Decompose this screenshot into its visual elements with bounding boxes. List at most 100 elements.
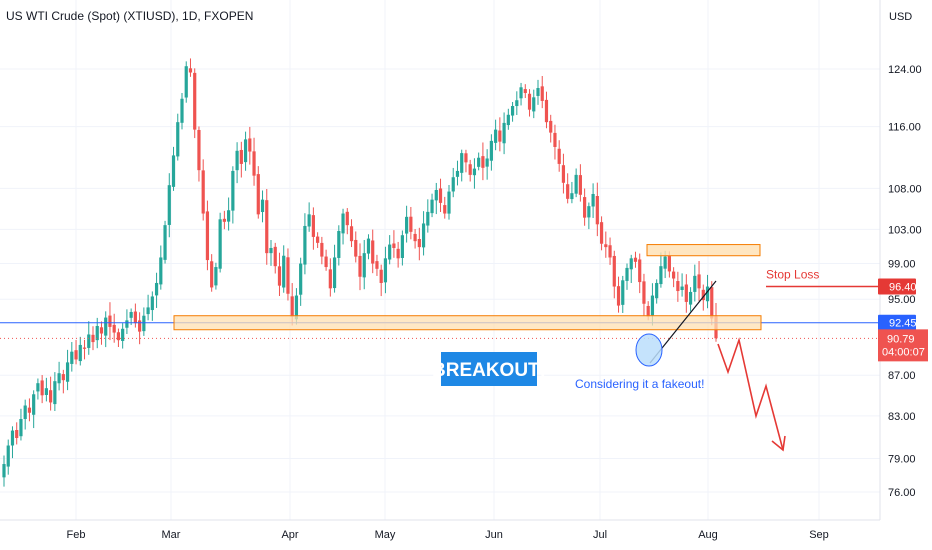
candle-body	[27, 407, 32, 413]
candle-body	[252, 151, 256, 176]
candle-body	[201, 170, 205, 214]
candle-body	[36, 383, 40, 392]
candle-body	[430, 199, 434, 214]
candle-body	[311, 215, 315, 237]
y-tick-label: 99.00	[888, 259, 916, 271]
candle-body	[146, 307, 150, 315]
candle-body	[540, 86, 544, 101]
candle-body	[328, 269, 332, 289]
candle-body	[277, 266, 282, 286]
x-tick-label: Apr	[281, 529, 298, 541]
level-price-tag: 92.45	[889, 318, 917, 330]
candle-body	[460, 153, 464, 173]
candle-body	[434, 189, 438, 201]
candle-body	[697, 274, 701, 289]
y-tick-label: 108.00	[888, 183, 922, 195]
candle-body	[235, 150, 239, 171]
candle-body	[417, 239, 421, 248]
candle-body	[299, 263, 303, 295]
candle-body	[468, 164, 472, 175]
candle-body	[10, 430, 15, 446]
candle-body	[193, 72, 197, 130]
candle-body	[316, 236, 320, 243]
candle-body	[426, 211, 430, 226]
candle-body	[616, 286, 621, 306]
stop-loss-label: Stop Loss	[766, 268, 819, 282]
candle-body	[214, 267, 218, 286]
time-axis[interactable]: Feb Mar Apr May Jun Jul Aug Sep	[0, 519, 880, 541]
candle-body	[324, 256, 328, 268]
candle-body	[612, 255, 616, 287]
candle-body	[269, 247, 273, 254]
candle-body	[485, 158, 489, 167]
candle-body	[527, 93, 532, 110]
candle-body	[82, 347, 87, 349]
candle-body	[566, 184, 570, 199]
candle-body	[108, 315, 112, 327]
candle-body	[659, 266, 663, 285]
candle-body	[112, 324, 116, 333]
candle-body	[544, 99, 549, 123]
candle-body	[303, 225, 307, 265]
candle-body	[583, 197, 587, 218]
candle-body	[282, 255, 286, 288]
candle-body	[400, 235, 404, 258]
candle-body	[693, 275, 697, 292]
candle-body	[477, 157, 481, 167]
candle-body	[78, 344, 82, 362]
candle-body	[154, 282, 159, 296]
candle-body	[409, 216, 413, 232]
candle-body	[23, 405, 27, 420]
candle-body	[32, 394, 36, 415]
candle-body	[49, 390, 53, 403]
candle-body	[646, 305, 650, 317]
candle-body	[290, 296, 294, 317]
currency-label: USD	[889, 11, 912, 23]
candle-body	[243, 139, 248, 163]
candle-body	[633, 257, 638, 262]
x-tick-label: Mar	[162, 529, 181, 541]
last-price-tag-bg	[878, 329, 928, 362]
candle-body	[307, 214, 311, 227]
candle-body	[553, 132, 557, 147]
candle-body	[218, 219, 222, 269]
y-tick-label: 116.00	[888, 122, 921, 134]
price-axis[interactable]: USD 124.00 116.00 108.00 103.00 99.00 95.00 87.…	[879, 0, 922, 520]
candle-body	[655, 282, 659, 299]
candle-body	[163, 225, 167, 260]
candle-body	[502, 122, 506, 144]
candle-body	[642, 281, 646, 304]
y-tick-label: 79.00	[888, 454, 916, 466]
candle-body	[464, 153, 468, 163]
candle-body	[341, 213, 345, 234]
candle-body	[676, 281, 680, 292]
candle-body	[70, 351, 74, 364]
resistance-zone	[646, 244, 761, 257]
candle-body	[176, 122, 180, 157]
candle-body	[438, 188, 443, 203]
candle-body	[443, 205, 447, 214]
candle-body	[95, 325, 99, 341]
candle-body	[273, 246, 277, 267]
candle-body	[65, 362, 70, 382]
x-tick-label: Jul	[593, 529, 607, 541]
candle-body	[383, 258, 388, 283]
candle-body	[421, 223, 426, 248]
candle-body	[447, 191, 451, 214]
candle-body	[413, 233, 417, 242]
candle-body	[604, 244, 608, 248]
projection-arrowhead	[771, 435, 786, 452]
candle-body	[599, 222, 604, 244]
candle-body	[574, 174, 578, 194]
candle-body	[15, 430, 19, 439]
candle-body	[138, 320, 142, 332]
candle-body	[142, 315, 146, 332]
x-tick-label: Jun	[485, 529, 503, 541]
candle-body	[506, 114, 510, 126]
candle-body	[489, 140, 493, 161]
candle-body	[184, 66, 188, 98]
candle-body	[388, 244, 392, 260]
candle-body	[591, 193, 595, 207]
